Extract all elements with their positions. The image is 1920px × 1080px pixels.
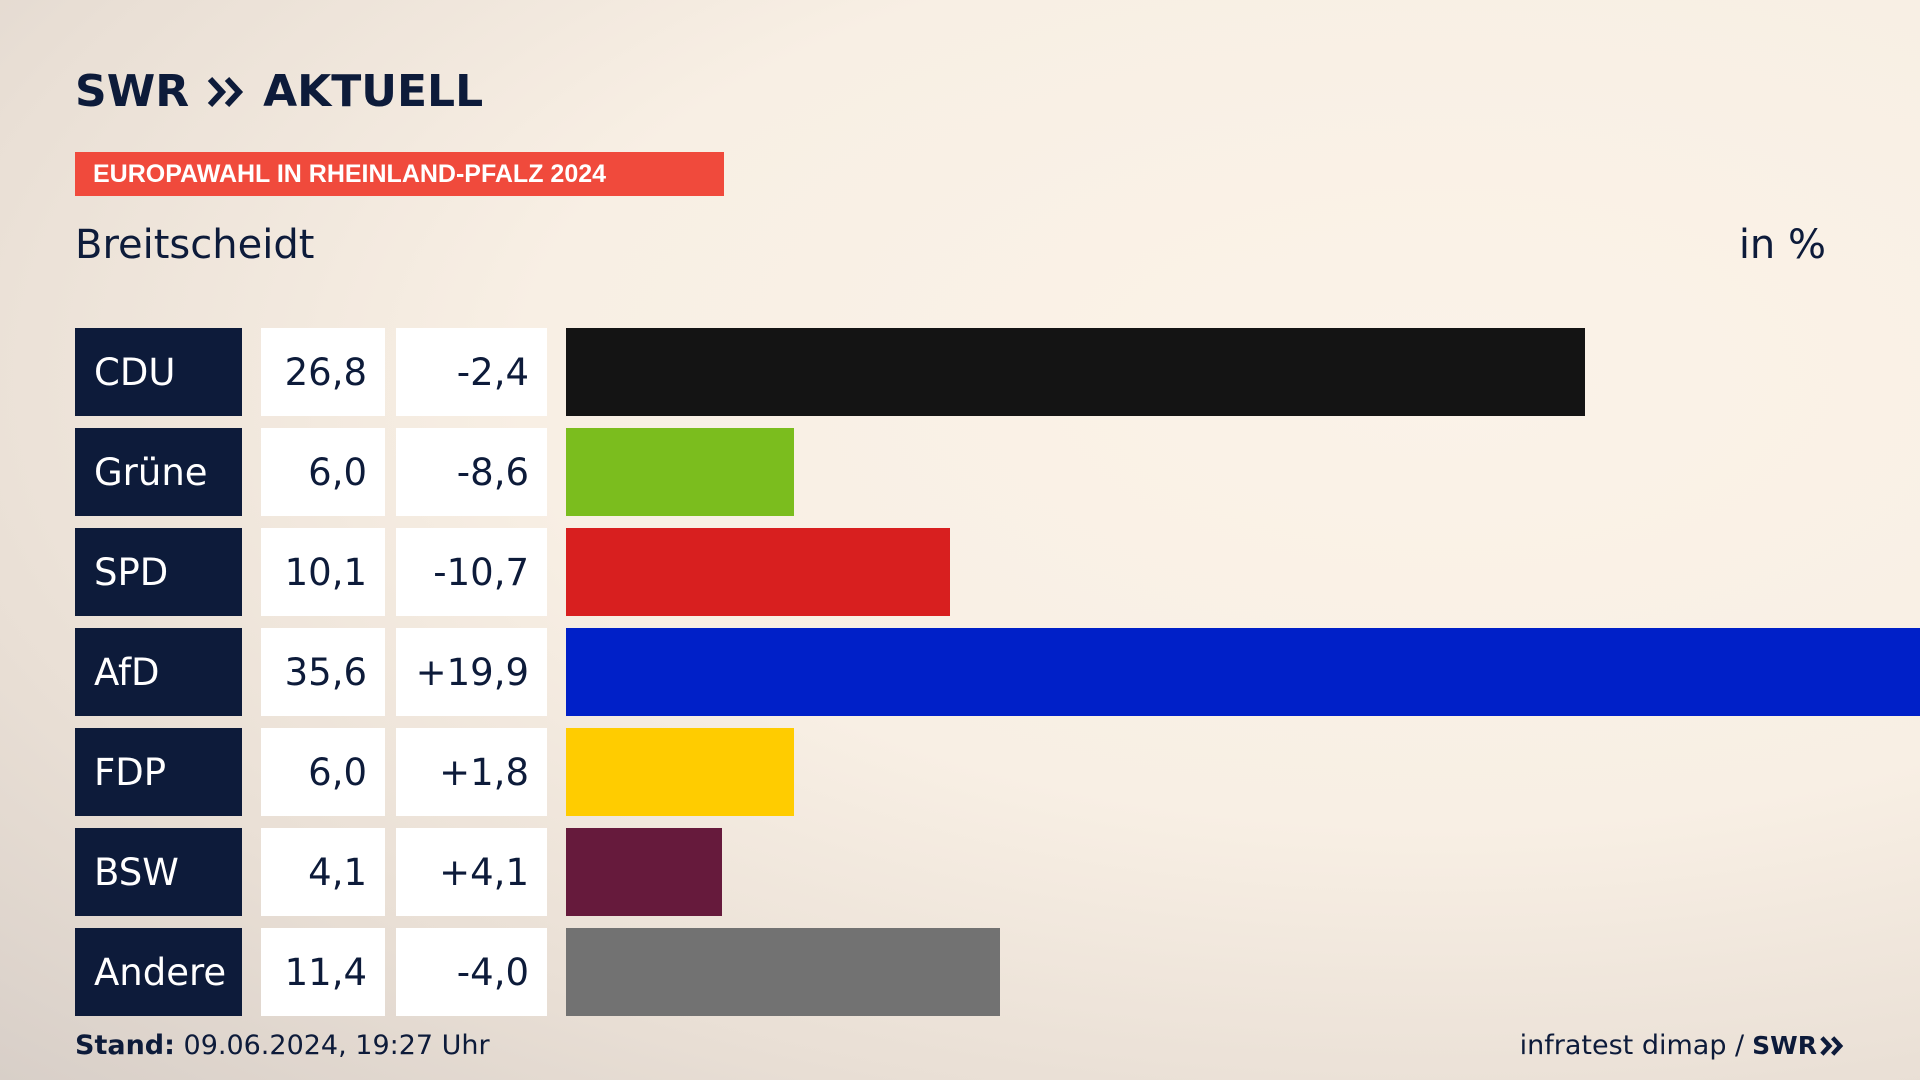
party-label: Andere [75, 928, 242, 1016]
location-title: Breitscheidt [75, 222, 315, 268]
double-chevron-icon [207, 76, 244, 107]
logo-aktuell-text: AKTUELL [263, 66, 484, 117]
chart-row: Grüne 6,0 -8,6 [75, 428, 1845, 516]
double-chevron-icon-small [1820, 1035, 1844, 1056]
chart-row: FDP 6,0 +1,8 [75, 728, 1845, 816]
source-credit: infratest dimap / SWR [1520, 1030, 1844, 1061]
diff-label: -8,6 [396, 428, 547, 516]
value-label: 10,1 [261, 528, 385, 616]
stand-value: 09.06.2024, 19:27 Uhr [183, 1030, 490, 1061]
bar [566, 728, 794, 816]
bar [566, 328, 1585, 416]
swr-mini-logo-text: SWR [1752, 1031, 1817, 1060]
diff-label: -4,0 [396, 928, 547, 1016]
logo-swr-text: SWR [75, 66, 190, 117]
value-label: 11,4 [261, 928, 385, 1016]
value-label: 26,8 [261, 328, 385, 416]
bar [566, 428, 794, 516]
party-label: AfD [75, 628, 242, 716]
party-label: CDU [75, 328, 242, 416]
swr-mini-logo: SWR [1752, 1031, 1844, 1060]
bar [566, 828, 722, 916]
value-label: 35,6 [261, 628, 385, 716]
value-label: 6,0 [261, 728, 385, 816]
chart-row: AfD 35,6 +19,9 [75, 628, 1920, 716]
diff-label: -2,4 [396, 328, 547, 416]
source-text: infratest dimap / [1519, 1030, 1745, 1061]
chart-row: BSW 4,1 +4,1 [75, 828, 1845, 916]
bar [566, 928, 1000, 1016]
diff-label: +4,1 [396, 828, 547, 916]
unit-label: in % [1738, 222, 1826, 268]
chart-row: Andere 11,4 -4,0 [75, 928, 1845, 1016]
stand-label: Stand: [75, 1030, 175, 1061]
party-label: SPD [75, 528, 242, 616]
bar [566, 528, 950, 616]
party-label: Grüne [75, 428, 242, 516]
diff-label: +1,8 [396, 728, 547, 816]
value-label: 6,0 [261, 428, 385, 516]
chart-row: SPD 10,1 -10,7 [75, 528, 1845, 616]
bar [566, 628, 1920, 716]
swr-aktuell-logo: SWR AKTUELL [75, 66, 483, 117]
diff-label: +19,9 [396, 628, 547, 716]
party-label: BSW [75, 828, 242, 916]
chart-row: CDU 26,8 -2,4 [75, 328, 1845, 416]
diff-label: -10,7 [396, 528, 547, 616]
value-label: 4,1 [261, 828, 385, 916]
election-badge: EUROPAWAHL IN RHEINLAND-PFALZ 2024 [75, 152, 724, 196]
party-label: FDP [75, 728, 242, 816]
timestamp: Stand: 09.06.2024, 19:27 Uhr [75, 1030, 490, 1061]
